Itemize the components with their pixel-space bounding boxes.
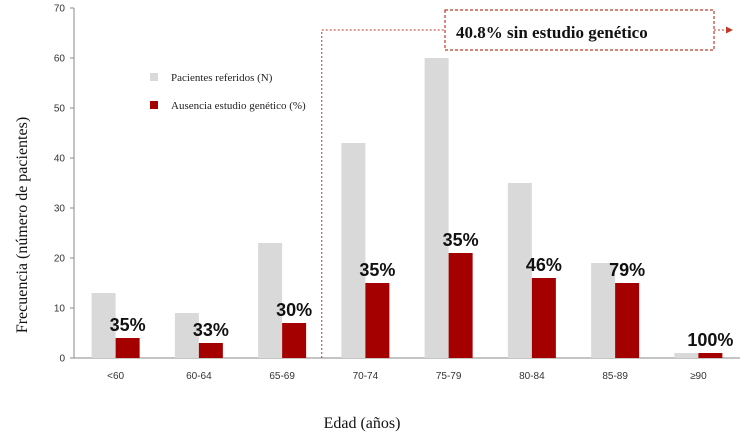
bar-ausencia — [698, 353, 723, 358]
y-tick-label: 0 — [59, 354, 65, 365]
x-tick-label: 75-79 — [436, 371, 462, 382]
bar-ausencia — [198, 343, 223, 358]
data-label: 35% — [359, 260, 395, 280]
y-tick-label: 70 — [54, 4, 66, 15]
annotation-text: 40.8% sin estudio genético — [456, 23, 648, 42]
annotation-guide — [321, 26, 733, 358]
y-tick-label: 30 — [54, 204, 66, 215]
bar-referidos — [258, 243, 283, 358]
legend-label-referidos: Pacientes referidos (N) — [171, 72, 273, 84]
x-tick-label: 70-74 — [353, 371, 379, 382]
x-tick-label: 60-64 — [186, 371, 212, 382]
legend: Pacientes referidos (N) Ausencia estudio… — [150, 72, 306, 112]
bar-referidos — [424, 58, 449, 358]
x-tick-label: 85-89 — [602, 371, 628, 382]
y-tick-label: 20 — [54, 254, 66, 265]
data-label: 35% — [443, 230, 479, 250]
x-axis-title: Edad (años) — [324, 415, 401, 432]
data-label: 30% — [276, 300, 312, 320]
annotation-arrowhead — [726, 26, 733, 34]
x-ticks: <60 60-64 65-69 70-74 75-79 80-84 85-89 ≥90 — [107, 371, 707, 382]
bar-referidos — [591, 263, 616, 358]
y-ticks: 0 10 20 30 40 50 60 70 — [54, 4, 74, 365]
bar-ausencia — [115, 338, 140, 358]
legend-swatch-referidos — [150, 73, 158, 81]
bar-ausencia — [448, 253, 473, 358]
data-label: 46% — [526, 255, 562, 275]
bars — [91, 58, 723, 358]
legend-swatch-ausencia — [150, 101, 158, 109]
data-labels: 35% 33% 30% 35% 35% 46% 79% 100% — [110, 230, 734, 350]
bar-ausencia — [282, 323, 307, 358]
y-axis-title: Frecuencia (número de pacientes) — [14, 117, 31, 333]
data-label: 79% — [609, 260, 645, 280]
bar-referidos — [341, 143, 366, 358]
bar-referidos — [507, 183, 532, 358]
y-tick-label: 10 — [54, 304, 66, 315]
bar-ausencia — [615, 283, 640, 358]
x-tick-label: <60 — [107, 371, 124, 382]
annotation-box — [444, 9, 715, 51]
x-tick-label: 65-69 — [269, 371, 295, 382]
y-tick-label: 40 — [54, 154, 66, 165]
bar-ausencia — [531, 278, 556, 358]
bar-referidos — [174, 313, 199, 358]
y-tick-label: 50 — [54, 104, 66, 115]
y-tick-label: 60 — [54, 54, 66, 65]
bar-ausencia — [365, 283, 390, 358]
data-label: 35% — [110, 315, 146, 335]
annotation: 40.8% sin estudio genético — [444, 9, 715, 51]
x-tick-label: ≥90 — [690, 371, 707, 382]
legend-label-ausencia: Ausencia estudio genético (%) — [171, 100, 306, 112]
data-label: 33% — [193, 320, 229, 340]
bar-referidos — [91, 293, 116, 358]
bar-referidos — [674, 353, 699, 358]
data-label: 100% — [687, 330, 733, 350]
x-tick-label: 80-84 — [519, 371, 545, 382]
